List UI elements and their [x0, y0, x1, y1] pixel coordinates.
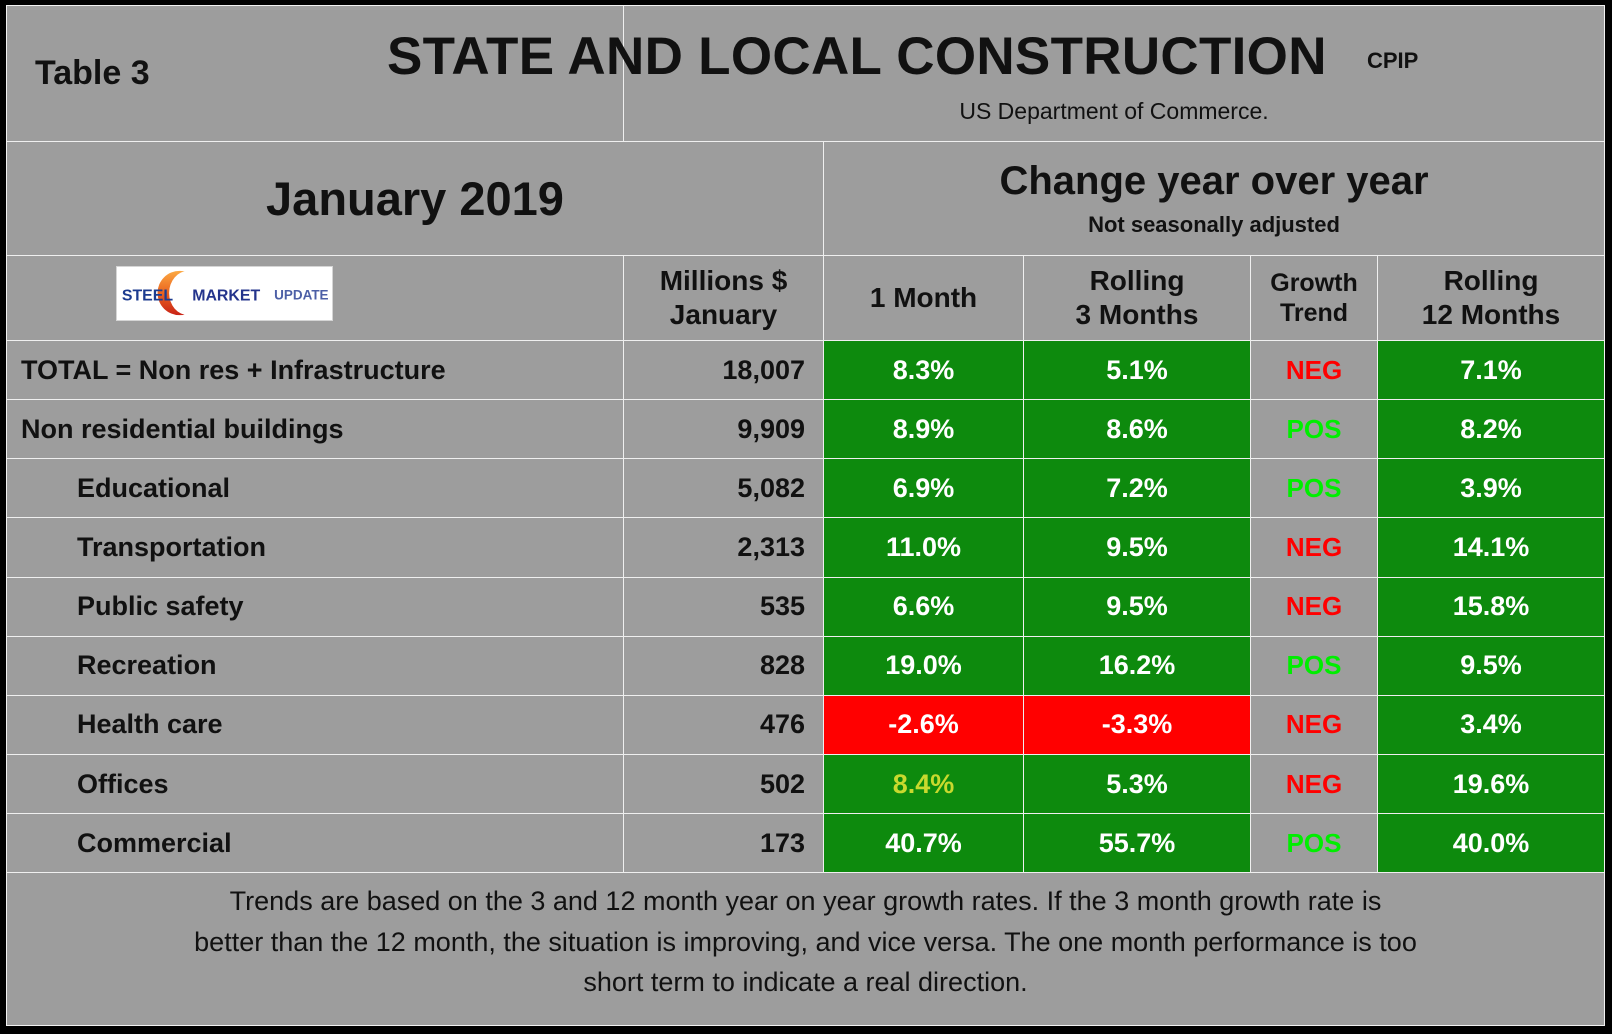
- svg-text:MARKET: MARKET: [192, 287, 260, 304]
- svg-text:UPDATE: UPDATE: [274, 287, 328, 302]
- svg-text:STEEL: STEEL: [122, 287, 174, 304]
